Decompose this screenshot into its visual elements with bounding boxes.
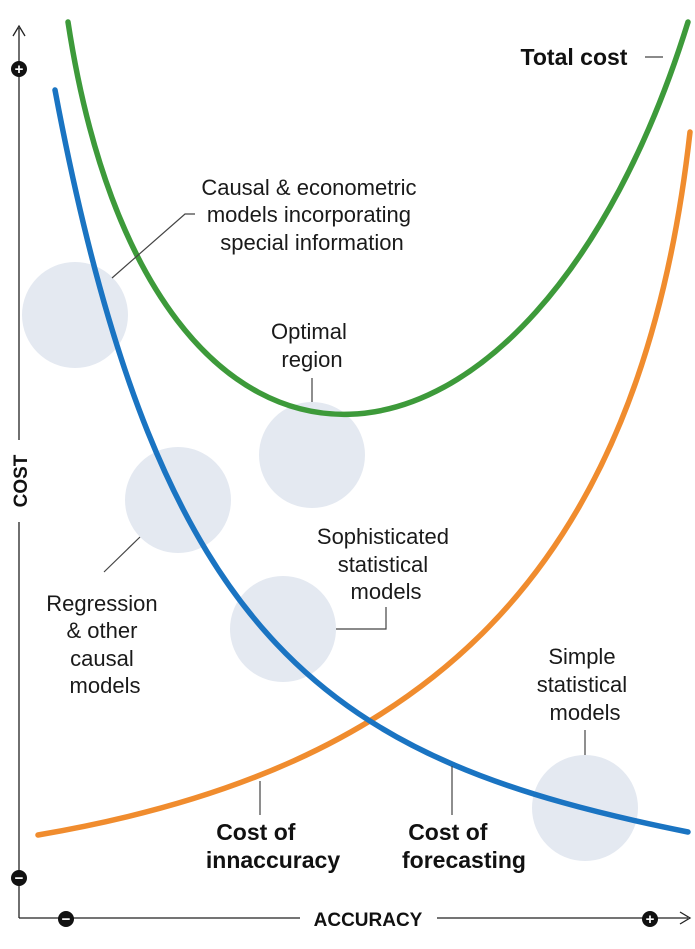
leader-regression <box>103 536 141 573</box>
cost-of-forecasting-curve <box>35 129 693 838</box>
y-axis-arrow <box>12 24 26 37</box>
x-minus-marker: − <box>58 911 74 928</box>
y-minus-sign: − <box>15 870 24 887</box>
x-axis: ACCURACY <box>19 910 692 931</box>
cost-of-inaccuracy-curve <box>52 87 691 835</box>
regression-models-label: Regression & other causal models <box>46 591 163 698</box>
cost-of-inaccuracy-label: Cost of innaccuracy <box>206 819 340 873</box>
x-axis-arrow <box>679 911 692 925</box>
total-cost-curve <box>65 19 691 418</box>
bubble-sophisticated <box>230 576 336 682</box>
bubble-optimal <box>259 402 365 508</box>
y-plus-sign: + <box>15 61 24 78</box>
y-plus-marker: + <box>11 61 27 78</box>
sophisticated-models-label: Sophisticated statistical models <box>317 524 455 604</box>
leader-causal <box>111 213 195 279</box>
x-minus-sign: − <box>62 911 71 928</box>
x-plus-marker: + <box>642 911 658 928</box>
leader-sophisticated <box>336 607 387 630</box>
x-plus-sign: + <box>646 911 655 928</box>
total-cost-label: Total cost <box>521 44 628 70</box>
y-minus-marker: − <box>11 870 27 887</box>
cost-of-forecasting-label: Cost of forecasting <box>402 819 526 873</box>
x-axis-label: ACCURACY <box>314 910 423 931</box>
simple-models-label: Simple statistical models <box>537 644 634 725</box>
y-axis-label: COST <box>11 454 32 507</box>
optimal-region-label: Optimal region <box>271 319 353 372</box>
y-axis: COST <box>11 24 32 918</box>
causal-models-label: Causal & econometric models incorporatin… <box>201 175 422 255</box>
